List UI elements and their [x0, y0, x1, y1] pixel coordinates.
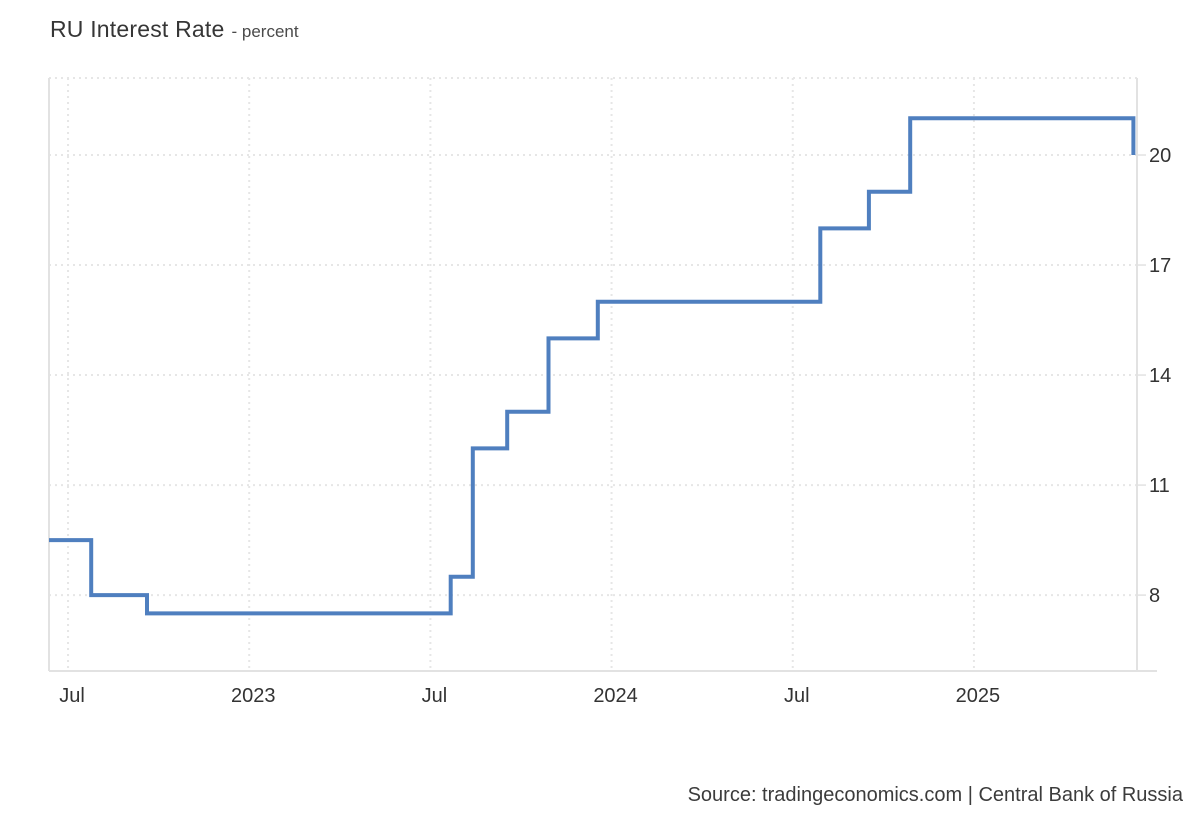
chart-plot-area: 8 11 14 17 20 Jul 2023 Jul 2024 Jul 2025	[48, 77, 1171, 707]
x-axis-label: 2025	[956, 685, 1001, 707]
source-attribution: Source: tradingeconomics.com | Central B…	[687, 784, 1183, 806]
chart-title: RU Interest Rate	[50, 16, 225, 42]
chart-header: RU Interest Rate - percent	[50, 16, 299, 43]
chart-subtitle: - percent	[231, 22, 299, 41]
y-axis-label: 8	[1149, 585, 1160, 607]
y-axis-label: 17	[1149, 255, 1171, 277]
y-axis-label: 14	[1149, 365, 1171, 387]
y-axis-label: 11	[1149, 475, 1170, 497]
y-axis-label: 20	[1149, 145, 1171, 167]
x-axis-label: Jul	[784, 685, 810, 707]
x-axis-label: Jul	[422, 685, 448, 707]
x-axis-label: Jul	[59, 685, 85, 707]
x-axis-label: 2024	[593, 685, 638, 707]
series-step-line	[49, 116, 1136, 616]
x-axis-label: 2023	[231, 685, 276, 707]
